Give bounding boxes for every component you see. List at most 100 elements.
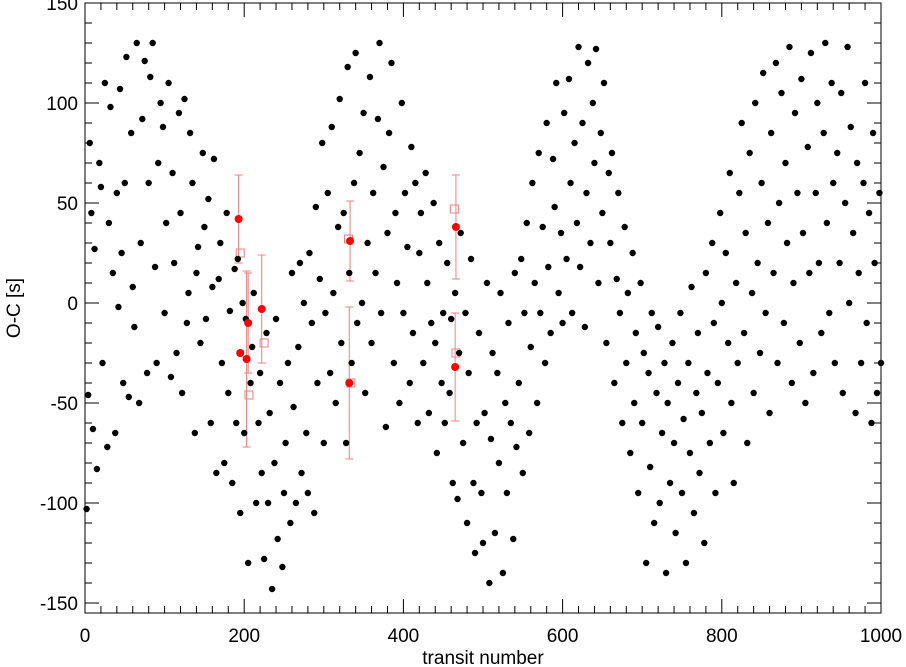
simulated-point	[510, 535, 517, 543]
simulated-point	[165, 79, 172, 87]
simulated-point	[489, 349, 496, 357]
simulated-point	[648, 309, 655, 317]
simulated-point	[772, 59, 780, 67]
simulated-point	[424, 279, 431, 287]
simulated-point	[292, 499, 300, 507]
simulated-point	[639, 419, 646, 427]
simulated-point	[746, 149, 753, 157]
x-axis-title: transit number	[422, 648, 544, 667]
error-bars	[234, 174, 460, 460]
simulated-point	[279, 563, 286, 571]
simulated-point	[229, 479, 236, 487]
simulated-point	[366, 73, 374, 81]
simulated-point	[436, 239, 443, 247]
simulated-point	[849, 229, 857, 237]
simulated-point	[406, 379, 413, 387]
simulated-point	[766, 409, 773, 417]
simulated-point	[120, 379, 127, 387]
simulated-point	[637, 279, 644, 287]
simulated-point	[543, 119, 550, 127]
simulated-point	[672, 529, 679, 537]
simulated-point	[137, 239, 144, 247]
simulated-point	[690, 509, 698, 517]
simulated-point	[167, 373, 175, 381]
simulated-point	[557, 229, 565, 237]
simulated-point	[658, 429, 666, 437]
simulated-point	[183, 319, 191, 327]
simulated-point	[600, 79, 608, 87]
simulated-point	[185, 289, 192, 297]
simulated-point	[744, 439, 751, 447]
simulated-point	[441, 419, 448, 427]
simulated-point	[328, 123, 335, 131]
simulated-point	[189, 179, 196, 187]
simulated-point	[525, 429, 533, 437]
simulated-point	[91, 245, 98, 253]
simulated-point	[535, 149, 542, 157]
simulated-point	[479, 539, 487, 547]
simulated-point	[767, 129, 775, 137]
simulated-point	[417, 209, 425, 217]
simulated-point	[613, 275, 620, 283]
simulated-point	[632, 329, 640, 337]
simulated-point	[511, 269, 519, 277]
simulated-point	[86, 139, 93, 147]
simulated-point	[127, 129, 135, 137]
simulated-point	[393, 279, 401, 287]
simulated-point	[701, 539, 708, 547]
simulated-point	[252, 499, 260, 507]
y-tick-label: -100	[40, 494, 78, 515]
simulated-point	[438, 379, 445, 387]
simulated-point	[752, 99, 759, 107]
simulated-point	[497, 289, 504, 297]
simulated-point	[714, 379, 722, 387]
simulated-point	[382, 423, 390, 431]
simulated-point	[855, 269, 862, 277]
simulated-point	[440, 309, 447, 317]
simulated-point	[702, 269, 710, 277]
simulated-point	[603, 339, 610, 347]
simulated-point	[115, 303, 122, 311]
simulated-point	[207, 419, 214, 427]
simulated-point	[266, 409, 273, 417]
simulated-point	[499, 569, 507, 577]
simulated-point	[181, 95, 188, 103]
simulated-point	[494, 369, 501, 377]
simulated-point	[451, 289, 459, 297]
simulated-point	[642, 559, 650, 567]
simulated-point	[605, 169, 612, 177]
simulated-point	[629, 249, 636, 257]
simulated-point	[218, 359, 226, 367]
simulated-point	[575, 43, 582, 51]
simulated-point	[191, 429, 199, 437]
simulated-point	[782, 159, 789, 167]
simulated-point	[107, 103, 114, 111]
simulated-point	[662, 569, 670, 577]
simulated-point	[443, 259, 451, 267]
simulated-point	[826, 309, 833, 317]
simulated-point	[756, 349, 764, 357]
simulated-point	[754, 259, 761, 267]
simulated-point	[97, 183, 105, 191]
simulated-point	[646, 463, 654, 471]
simulated-point	[806, 269, 813, 277]
simulated-point	[392, 209, 399, 217]
simulated-point	[177, 209, 184, 217]
simulated-point	[194, 243, 202, 251]
simulated-point	[473, 419, 480, 427]
simulated-point	[173, 349, 180, 357]
simulated-point	[414, 419, 421, 427]
simulated-point	[388, 59, 395, 67]
simulated-point	[408, 143, 415, 151]
simulated-point	[871, 259, 878, 267]
simulated-point	[567, 179, 574, 187]
simulated-point	[129, 283, 136, 291]
simulated-point	[420, 359, 427, 367]
boxed-marker	[244, 390, 254, 400]
simulated-point	[255, 419, 262, 427]
simulated-point	[728, 399, 735, 407]
simulated-point	[798, 75, 805, 83]
simulated-point	[794, 189, 801, 197]
simulated-point	[467, 255, 475, 263]
